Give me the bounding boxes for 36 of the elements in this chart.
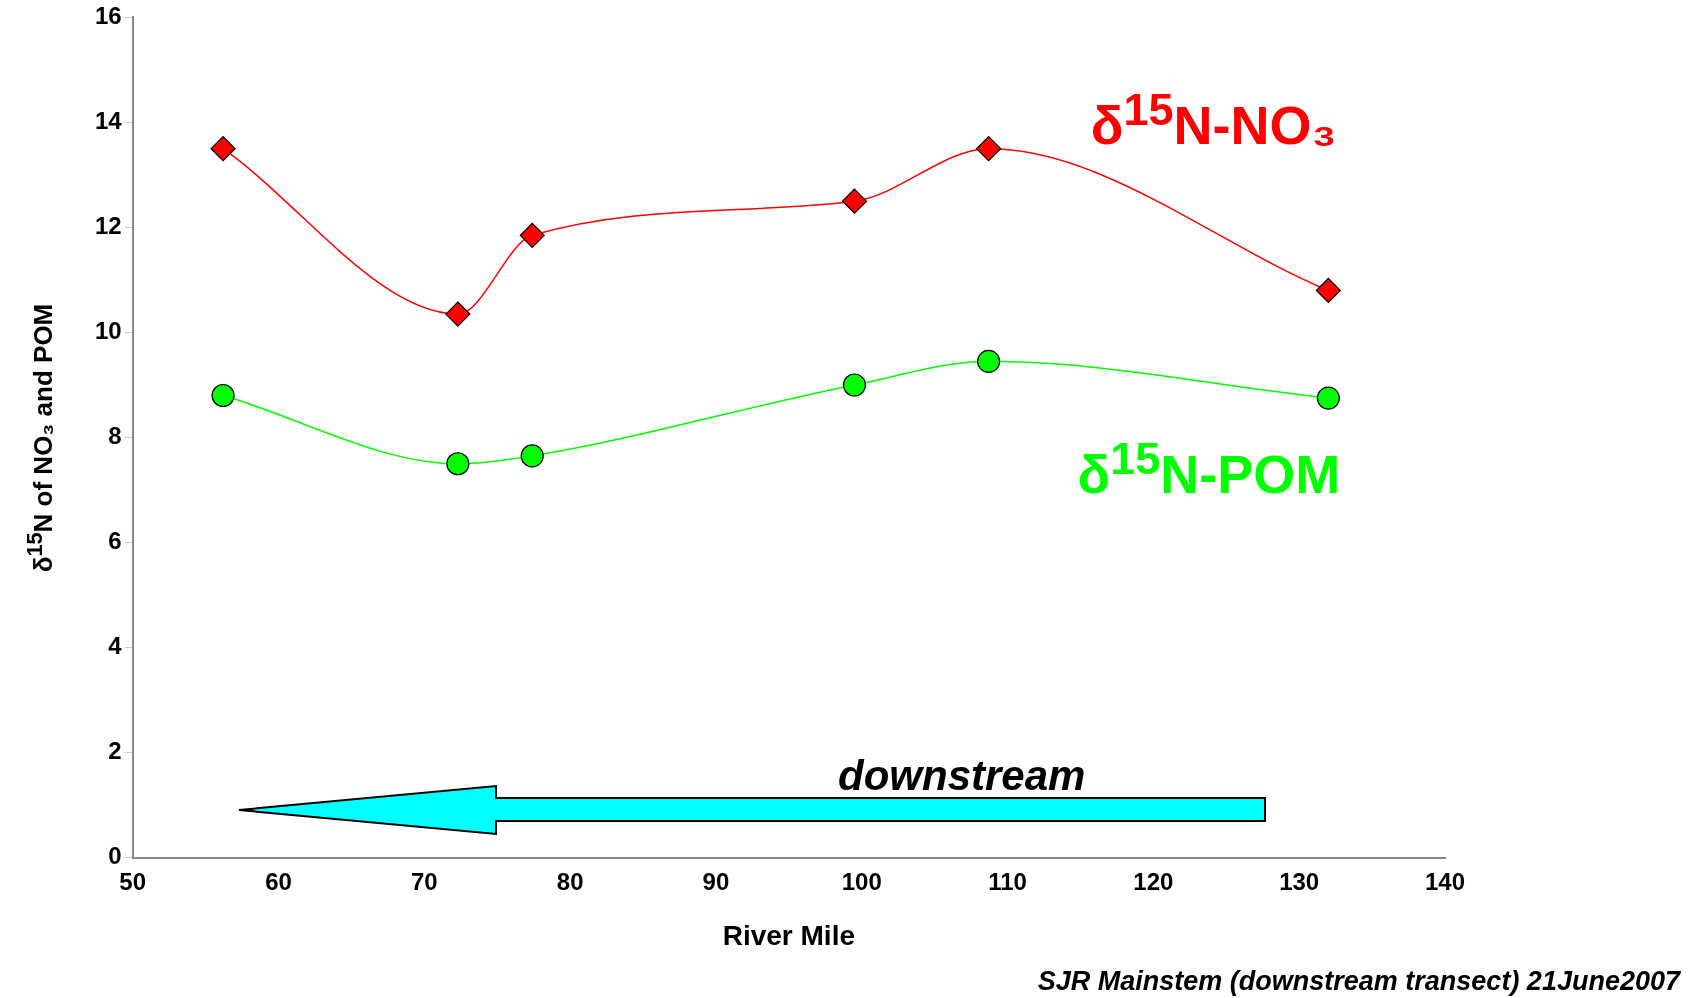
annotation: downstream [838, 752, 1086, 800]
point [211, 383, 235, 408]
point [976, 136, 1002, 162]
point [519, 222, 545, 248]
y-tick-label: 14 [94, 107, 123, 135]
y-tick-label: 16 [94, 2, 122, 30]
x-tick-label: 130 [1279, 867, 1320, 895]
y-tick-label: 6 [108, 527, 122, 555]
text: SJR Mainstem (downstream transect) 21June2007 [1037, 966, 1682, 996]
x-tick-label: 80 [556, 867, 584, 895]
point [841, 188, 868, 214]
x-tick-label: 90 [702, 867, 730, 895]
point [1316, 386, 1340, 410]
x-tick-label: 70 [410, 867, 438, 895]
point [1315, 277, 1341, 304]
y-tick-label: 2 [108, 737, 122, 765]
x-axis-title: River Mile [722, 919, 855, 951]
x-tick-label: 50 [119, 867, 147, 895]
y-tick-label: 0 [108, 842, 122, 870]
y-tick-label: 4 [108, 632, 123, 660]
x-tick-label: 100 [841, 867, 882, 895]
point [210, 136, 236, 162]
y-tick-label: 10 [94, 317, 122, 345]
series-label: δ$^{15}$N-POM [1077, 432, 1341, 504]
point [446, 452, 470, 476]
x-tick-label: 120 [1133, 867, 1174, 895]
y-tick-label: 8 [108, 422, 122, 450]
point [842, 373, 867, 397]
point [977, 349, 1001, 373]
point [520, 444, 544, 468]
x-tick-label: 60 [265, 867, 292, 895]
series-label: δ$^{15}$N-NO₃ [1090, 83, 1337, 155]
x-tick-label: 110 [988, 867, 1027, 895]
point [445, 301, 471, 327]
x-tick-label: 140 [1424, 867, 1466, 895]
y-tick-label: 12 [94, 212, 122, 240]
